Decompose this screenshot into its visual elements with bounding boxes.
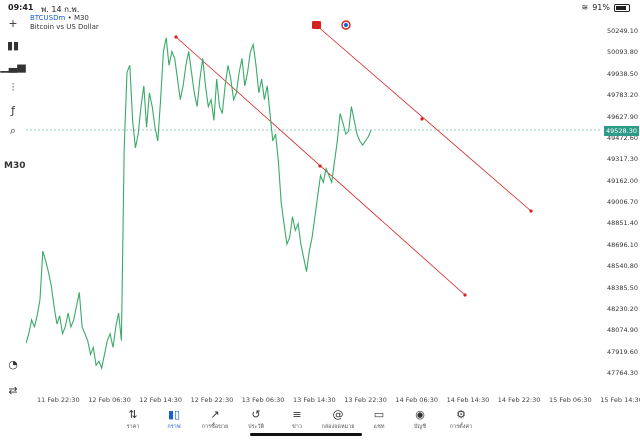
shapes-icon[interactable]: ⌕ xyxy=(9,124,17,137)
tab-arrows-updown[interactable]: ⇅ ราคา xyxy=(111,408,155,431)
time-tick-label: 12 Feb 14:30 xyxy=(139,396,183,404)
trendline-2-end-handle xyxy=(529,209,533,213)
speed-icon[interactable]: ◔ xyxy=(8,357,18,371)
history-icon: ↺ xyxy=(251,408,261,421)
one-click-trading-icon[interactable]: ⇄ xyxy=(8,383,18,397)
symbol-description: Bitcoin vs US Dollar xyxy=(30,23,99,31)
time-tick-label: 15 Feb 06:30 xyxy=(549,396,592,404)
trendline-1-end-handle xyxy=(463,293,467,297)
price-tick-label: 48851.40 xyxy=(607,219,639,228)
price-tick-label: 50093.80 xyxy=(607,48,639,57)
current-price-label: 49528.30 xyxy=(604,126,640,137)
tab-news[interactable]: ≡ ข่าว xyxy=(275,408,319,431)
time-tick-label: 13 Feb 06:30 xyxy=(241,396,285,404)
price-tick-label: 48696.10 xyxy=(607,240,639,249)
battery-icon xyxy=(614,3,630,12)
candlestick-icon: ▮▯ xyxy=(167,408,181,421)
time-tick-label: 14 Feb 06:30 xyxy=(395,396,439,404)
price-tick-label: 49472.60 xyxy=(607,133,639,142)
time-tick-label: 14 Feb 22:30 xyxy=(497,396,541,404)
tab-settings[interactable]: ⚙ การตั้งค่า xyxy=(439,408,483,431)
arrows-updown-icon: ⇅ xyxy=(128,408,138,421)
tab-label: กราฟ xyxy=(167,424,181,430)
crosshair-icon[interactable]: + xyxy=(8,16,18,30)
price-tick-label: 48540.80 xyxy=(607,262,639,271)
tab-chat[interactable]: ▭ แชท xyxy=(357,408,401,431)
drawing-toolbar: + ▮▮ ▁▃▅ ⫶ ƒ ⌕ M30 ◔ ⇄ xyxy=(0,14,26,406)
price-tick-label: 50249.10 xyxy=(607,27,639,35)
time-tick-label: 11 Feb 22:30 xyxy=(37,396,80,404)
tab-label: ข่าว xyxy=(292,424,302,430)
tab-trade-chart[interactable]: ↗ การซื้อขาย xyxy=(193,408,237,431)
battery-percent: 91% xyxy=(592,3,610,12)
trendline-1-mid-handle xyxy=(318,164,322,168)
mailbox-icon: @ xyxy=(332,408,344,421)
price-tick-label: 49938.50 xyxy=(607,69,639,78)
symbol-name: BTCUSDm xyxy=(30,14,66,22)
price-tick-label: 48230.20 xyxy=(607,304,639,313)
price-tick-label: 47764.30 xyxy=(607,369,639,377)
bottom-tab-bar: ⇅ ราคา ▮▯ กราฟ ↗ การซื้อขาย ↺ ประวัติ ≡ ข่าว @ กล่อ… xyxy=(0,406,640,447)
status-bar: 09:41 พ. 14 ก.พ. ≋ 91% xyxy=(0,0,640,14)
wifi-icon: ≋ xyxy=(581,3,589,12)
price-tick-label: 49317.30 xyxy=(607,155,639,164)
status-time: 09:41 xyxy=(8,3,34,12)
time-axis[interactable]: 11 Feb 22:30 12 Feb 06:30 12 Feb 14:30 12 F… xyxy=(26,394,640,406)
chat-icon: ▭ xyxy=(373,408,385,421)
chart-area[interactable]: BTCUSDm • M30 Bitcoin vs US Dollar xyxy=(26,14,602,394)
price-tick-label: 49162.00 xyxy=(607,176,639,185)
time-tick-label: 12 Feb 22:30 xyxy=(190,396,234,404)
price-axis[interactable]: 50249.10 50093.80 49938.50 49783.20 49627.90… xyxy=(602,14,640,394)
time-tick-label: 13 Feb 22:30 xyxy=(344,396,387,404)
account-icon: ◉ xyxy=(415,408,425,421)
tab-label: ราคา xyxy=(126,424,140,430)
home-indicator xyxy=(250,433,362,436)
candlestick-icon[interactable]: ▮▮ xyxy=(6,38,20,52)
news-icon: ≡ xyxy=(292,408,302,421)
price-tick-label: 48385.50 xyxy=(607,283,639,292)
tab-account[interactable]: ◉ บัญชี xyxy=(398,408,442,431)
alert-marker-icon xyxy=(341,20,351,30)
tab-label: กล่องจดหมาย xyxy=(321,424,355,430)
price-line xyxy=(26,37,372,370)
settings-icon: ⚙ xyxy=(456,408,466,421)
alert-marker-dot xyxy=(344,23,348,27)
trade-marker-icon xyxy=(312,21,321,29)
status-date: พ. 14 ก.พ. xyxy=(41,5,80,14)
time-tick-label: 12 Feb 06:30 xyxy=(88,396,131,404)
price-tick-label: 49627.90 xyxy=(607,112,639,121)
trendline-1-start-handle xyxy=(174,35,178,39)
timeframe-label[interactable]: M30 xyxy=(4,161,26,171)
time-tick-label: 15 Feb 14:30 xyxy=(600,396,640,404)
symbol-timeframe: M30 xyxy=(73,14,89,22)
tab-label: บัญชี xyxy=(414,424,426,430)
price-tick-label: 48074.90 xyxy=(607,326,639,335)
indicators-icon[interactable]: ▁▃▅ xyxy=(0,59,26,73)
price-tick-label: 49006.70 xyxy=(607,198,639,206)
tab-label: ประวัติ xyxy=(247,424,265,430)
tab-label: การซื้อขาย xyxy=(201,424,229,430)
function-icon[interactable]: ƒ xyxy=(11,103,15,117)
time-tick-label: 14 Feb 14:30 xyxy=(446,396,490,404)
tab-mailbox[interactable]: @ กล่องจดหมาย xyxy=(316,408,360,431)
tab-label: แชท xyxy=(373,424,385,430)
price-tick-label: 47919.60 xyxy=(607,347,639,356)
tab-label: การตั้งค่า xyxy=(449,424,473,430)
trendline-2 xyxy=(315,24,532,212)
price-plot[interactable] xyxy=(26,14,602,394)
objects-icon[interactable]: ⫶ xyxy=(11,81,15,94)
tab-candlestick[interactable]: ▮▯ กราฟ xyxy=(152,408,196,431)
trendline-2-mid-handle xyxy=(420,117,424,121)
price-tick-label: 49783.20 xyxy=(607,91,639,100)
status-right: ≋ 91% xyxy=(582,3,630,12)
symbol-label: BTCUSDm • M30 xyxy=(30,14,89,22)
tab-history[interactable]: ↺ ประวัติ xyxy=(234,408,278,431)
time-tick-label: 13 Feb 14:30 xyxy=(293,396,336,404)
trade-chart-icon: ↗ xyxy=(210,408,220,421)
